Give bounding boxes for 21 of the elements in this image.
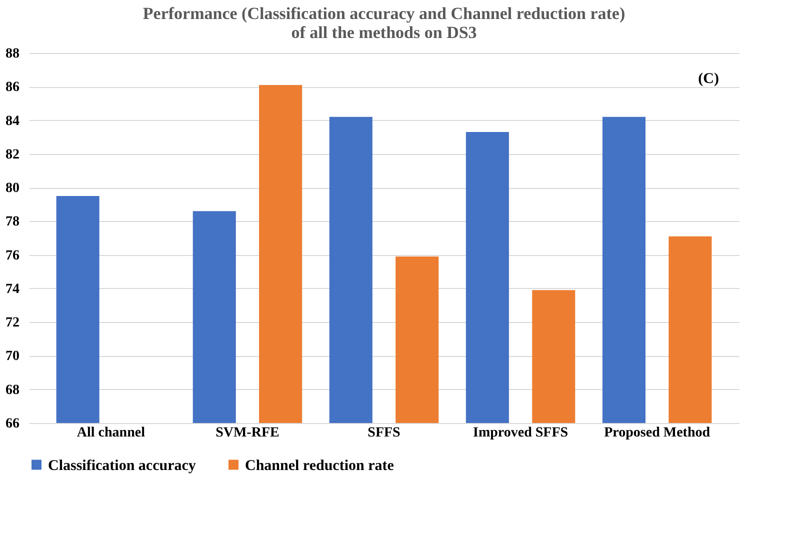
y-tick-label: 88 (6, 46, 20, 62)
y-tick-label: 76 (6, 248, 20, 264)
legend-label: Channel reduction rate (245, 458, 394, 474)
x-tick-label: Proposed Method (604, 426, 710, 440)
annotation: (C) (698, 71, 719, 87)
y-tick-label: 78 (6, 214, 20, 230)
y-tick-label: 74 (6, 282, 20, 297)
y-tick-label: 68 (6, 382, 20, 398)
x-tick-label: SVM-RFE (216, 426, 280, 440)
chart-title: Performance (Classification accuracy and Channel reduction rate) of all the methods on DS3 (142, 4, 626, 42)
y-tick-label: 72 (6, 316, 20, 331)
y-tick-label: 70 (6, 349, 20, 364)
x-tick-label: Improved SFFS (473, 426, 568, 440)
x-tick-label: SFFS (368, 426, 401, 440)
y-tick-label: 80 (6, 181, 20, 196)
y-tick-label: 82 (6, 147, 20, 162)
legend-label: Classification accuracy (48, 458, 196, 474)
y-tick-label: 66 (6, 416, 20, 432)
x-tick-label: All channel (76, 426, 146, 440)
y-tick-label: 86 (6, 80, 20, 96)
y-tick-label: 84 (6, 114, 20, 129)
